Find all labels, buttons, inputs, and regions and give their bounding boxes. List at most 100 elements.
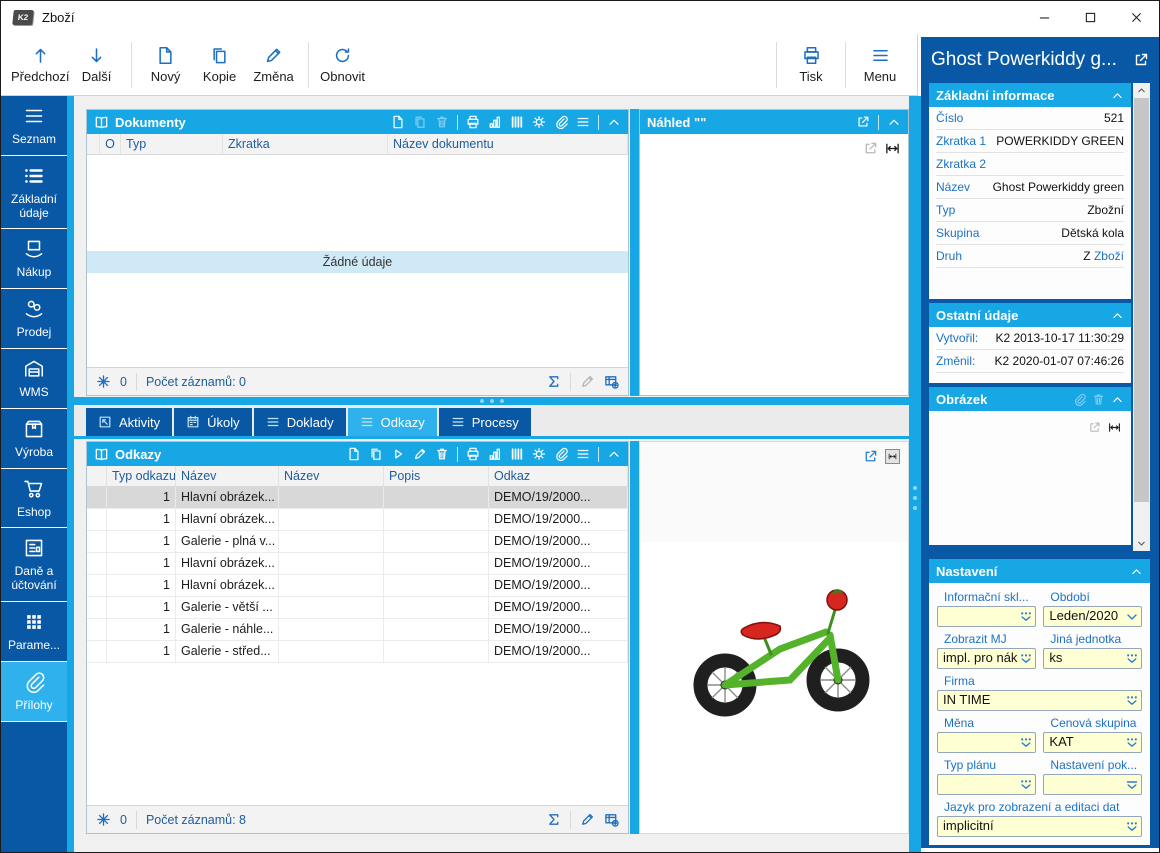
sidebar-item-dane[interactable]: Daně a účtování xyxy=(1,528,67,602)
toolbar-button-predchozi[interactable]: Předchozí xyxy=(11,37,70,93)
open-in-window-icon[interactable] xyxy=(856,115,870,129)
tab-odkazy[interactable]: Odkazy xyxy=(347,408,437,436)
settings-input-cenova_skupina[interactable]: KAT xyxy=(1043,732,1142,753)
dropdown-list-icon[interactable] xyxy=(1019,736,1033,750)
field-row-skupina[interactable]: Skupina Dětská kola xyxy=(936,222,1124,245)
column-header-4[interactable]: Popis xyxy=(384,466,489,486)
snowflake-icon[interactable] xyxy=(96,374,111,389)
column-header-1[interactable]: O xyxy=(100,134,121,154)
sidebar-item-prilohy[interactable]: Přílohy xyxy=(1,661,67,722)
paperclip-icon[interactable] xyxy=(554,447,568,461)
minimize-button[interactable] xyxy=(1021,1,1067,34)
columns-icon[interactable] xyxy=(510,447,524,461)
settings-input-jazyk[interactable]: implicitní xyxy=(937,816,1142,837)
print-icon[interactable] xyxy=(466,115,480,129)
basic-info-header[interactable]: Základní informace xyxy=(929,83,1131,107)
column-header-4[interactable]: Název dokumentu xyxy=(388,134,628,154)
toolbar-button-novy[interactable]: Nový xyxy=(139,37,193,93)
chart-icon[interactable] xyxy=(488,115,502,129)
column-header[interactable] xyxy=(87,466,107,486)
table-row[interactable]: 1 Galerie - plná v... DEMO/19/2000... xyxy=(87,531,628,553)
collapse-icon[interactable] xyxy=(1130,565,1143,578)
snowflake-icon[interactable] xyxy=(96,812,111,827)
panel-splitter-vertical-bottom[interactable] xyxy=(630,441,639,834)
sidebar-item-nakup[interactable]: Nákup xyxy=(1,229,67,290)
tab-aktivity[interactable]: Aktivity xyxy=(86,408,173,436)
table-row[interactable]: 1 Hlavní obrázek... DEMO/19/2000... xyxy=(87,487,628,509)
table-row[interactable]: 1 Hlavní obrázek... DEMO/19/2000... xyxy=(87,553,628,575)
table-row[interactable]: 1 Galerie - střed... DEMO/19/2000... xyxy=(87,641,628,663)
scroll-up-arrow[interactable] xyxy=(1133,83,1150,98)
collapse-icon[interactable] xyxy=(1111,309,1124,322)
chevron-up-icon[interactable] xyxy=(607,115,621,129)
table-add-icon[interactable] xyxy=(604,374,619,389)
toolbar-button-dalsi[interactable]: Další xyxy=(70,37,124,93)
column-header-2[interactable]: Typ xyxy=(121,134,223,154)
field-row-nazev[interactable]: Název Ghost Powerkiddy green xyxy=(936,176,1124,199)
doc-new-icon[interactable] xyxy=(391,115,405,129)
collapse-icon[interactable] xyxy=(887,115,901,129)
field-row-vytvoril[interactable]: Vytvořil: K2 2013-10-17 11:30:29 xyxy=(936,327,1124,350)
column-header-3[interactable]: Název xyxy=(279,466,384,486)
toolbar-button-tisk[interactable]: Tisk xyxy=(784,37,838,93)
field-row-typ[interactable]: Typ Zbožní xyxy=(936,199,1124,222)
dropdown-list-icon[interactable] xyxy=(1125,652,1139,666)
table-row[interactable]: 1 Hlavní obrázek... DEMO/19/2000... xyxy=(87,575,628,597)
sidebar-item-parametry[interactable]: Parame... xyxy=(1,602,67,662)
image-section-header[interactable]: Obrázek xyxy=(929,387,1131,411)
settings-input-zobrazit_mj[interactable]: impl. pro nák xyxy=(937,648,1037,669)
close-button[interactable] xyxy=(1113,1,1159,34)
detail-scrollbar[interactable] xyxy=(1133,83,1150,551)
tab-doklady[interactable]: Doklady xyxy=(253,408,346,436)
edit-pencil-icon[interactable] xyxy=(580,812,595,827)
fit-width-icon[interactable] xyxy=(885,141,900,156)
sum-icon[interactable] xyxy=(546,374,561,389)
sidebar-item-zakladni-udaje[interactable]: Základní údaje xyxy=(1,156,67,230)
settings-input-nastaveni_pok[interactable] xyxy=(1043,774,1142,795)
fit-width-icon[interactable] xyxy=(885,449,900,464)
column-header-1[interactable]: Typ odkazu xyxy=(107,466,176,486)
settings-header[interactable]: Nastavení xyxy=(929,559,1150,583)
horizontal-splitter[interactable] xyxy=(74,397,909,405)
dropdown-list-icon[interactable] xyxy=(1019,652,1033,666)
doc-new-icon[interactable] xyxy=(347,447,361,461)
collapse-icon[interactable] xyxy=(1111,393,1124,406)
other-info-header[interactable]: Ostatní údaje xyxy=(929,303,1131,327)
chart-icon[interactable] xyxy=(488,447,502,461)
field-row-druh[interactable]: Druh Z Zboží xyxy=(936,245,1124,268)
table-row[interactable]: 1 Galerie - větší ... DEMO/19/2000... xyxy=(87,597,628,619)
menu-icon[interactable] xyxy=(576,115,590,129)
chevron-up-icon[interactable] xyxy=(607,447,621,461)
menu-icon[interactable] xyxy=(576,447,590,461)
maximize-button[interactable] xyxy=(1067,1,1113,34)
column-header[interactable] xyxy=(87,134,100,154)
gear-icon[interactable] xyxy=(532,447,546,461)
main-right-splitter[interactable] xyxy=(909,96,921,852)
settings-input-firma[interactable]: IN TIME xyxy=(937,690,1142,711)
open-in-window-icon[interactable] xyxy=(1088,421,1101,434)
field-value-link[interactable]: Zboží xyxy=(1090,249,1124,263)
settings-input-jina_jednotka[interactable]: ks xyxy=(1043,648,1142,669)
toolbar-button-kopie[interactable]: Kopie xyxy=(193,37,247,93)
dropdown-list-icon[interactable] xyxy=(1125,820,1139,834)
toolbar-button-obnovit[interactable]: Obnovit xyxy=(316,37,370,93)
sidebar-item-seznam[interactable]: Seznam xyxy=(1,96,67,156)
gear-icon[interactable] xyxy=(532,115,546,129)
dropdown-list-icon[interactable] xyxy=(1125,736,1139,750)
paperclip-icon[interactable] xyxy=(554,115,568,129)
table-add-icon[interactable] xyxy=(604,812,619,827)
copy-icon[interactable] xyxy=(369,447,383,461)
scroll-down-arrow[interactable] xyxy=(1133,536,1150,551)
play-icon[interactable] xyxy=(391,447,405,461)
settings-input-typ_planu[interactable] xyxy=(937,774,1037,795)
chevron-down-icon[interactable] xyxy=(1125,610,1139,624)
field-row-zkratka2[interactable]: Zkratka 2 xyxy=(936,153,1124,176)
sidebar-item-prodej[interactable]: Prodej xyxy=(1,289,67,349)
settings-input-obdobi[interactable]: Leden/2020 xyxy=(1043,606,1142,627)
field-row-cislo[interactable]: Číslo 521 xyxy=(936,107,1124,130)
dropdown-list-icon[interactable] xyxy=(1125,694,1139,708)
collapse-icon[interactable] xyxy=(1111,89,1124,102)
panel-splitter-vertical-top[interactable] xyxy=(630,109,639,396)
toolbar-button-zmena[interactable]: Změna xyxy=(247,37,301,93)
dropdown-list-icon[interactable] xyxy=(1019,778,1033,792)
